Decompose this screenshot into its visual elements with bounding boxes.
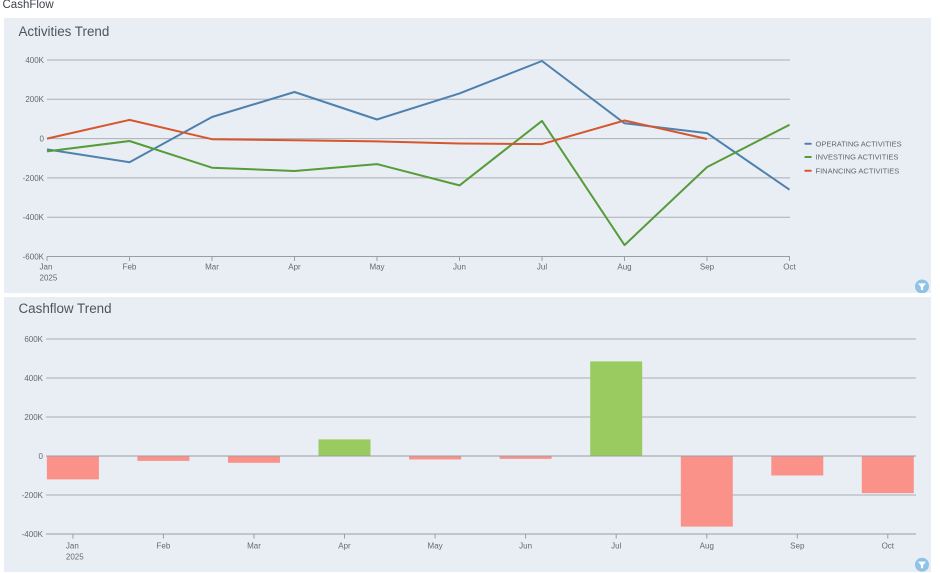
svg-text:0: 0 [39,451,44,460]
svg-text:Sep: Sep [700,262,715,271]
svg-text:Aug: Aug [617,262,631,271]
svg-text:Sep: Sep [790,541,805,550]
svg-text:Mar: Mar [205,262,219,271]
svg-text:200K: 200K [24,412,43,421]
svg-text:OPERATING ACTIVITIES: OPERATING ACTIVITIES [816,139,902,148]
svg-text:Aug: Aug [700,541,714,550]
svg-text:400K: 400K [24,373,43,382]
svg-text:Jun: Jun [519,541,532,550]
svg-text:-400K: -400K [22,529,44,538]
svg-text:Feb: Feb [157,541,171,550]
svg-text:-200K: -200K [22,490,44,499]
svg-text:600K: 600K [24,334,43,343]
svg-text:May: May [428,541,443,550]
svg-text:INVESTING ACTIVITIES: INVESTING ACTIVITIES [816,152,899,161]
svg-text:May: May [369,262,384,271]
svg-text:400K: 400K [25,55,44,64]
svg-text:200K: 200K [25,95,44,104]
svg-text:Oct: Oct [783,262,796,271]
svg-text:Jan: Jan [66,541,79,550]
svg-text:Jan: Jan [40,262,53,271]
svg-text:0: 0 [40,134,45,143]
svg-text:-600K: -600K [23,252,45,261]
svg-text:-200K: -200K [23,173,45,182]
svg-text:Jun: Jun [453,262,466,271]
svg-text:-400K: -400K [23,213,45,222]
svg-text:Jul: Jul [537,262,547,271]
svg-text:2025: 2025 [66,552,84,561]
svg-text:Apr: Apr [338,541,351,550]
svg-text:Jul: Jul [611,541,621,550]
svg-text:Feb: Feb [123,262,137,271]
svg-text:Oct: Oct [882,541,895,550]
svg-text:Apr: Apr [288,262,301,271]
svg-text:Mar: Mar [247,541,261,550]
svg-text:2025: 2025 [40,273,58,282]
svg-text:FINANCING ACTIVITIES: FINANCING ACTIVITIES [816,166,900,175]
